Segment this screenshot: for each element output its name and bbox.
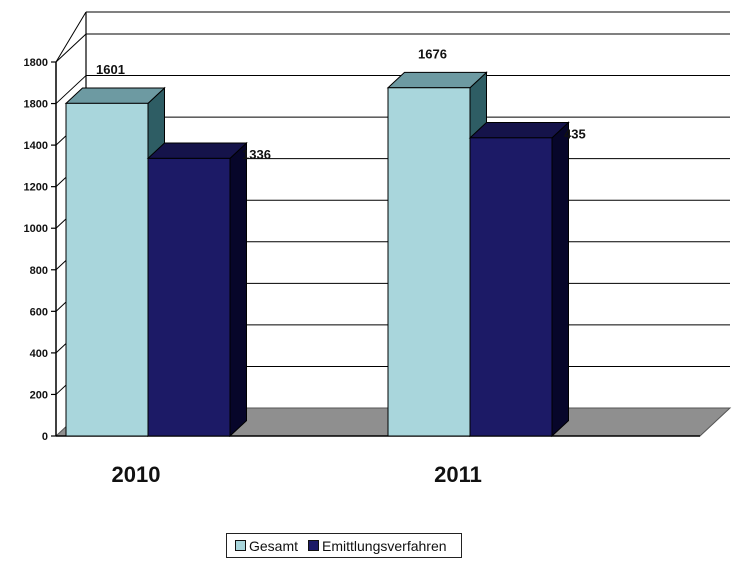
bar — [147, 157, 231, 437]
y-tick-label: 1000 — [24, 223, 48, 235]
legend-label-gesamt: Gesamt — [249, 537, 299, 554]
bar-side — [551, 121, 569, 438]
bar-top — [64, 87, 166, 104]
data-label: 1601 — [96, 62, 125, 77]
y-tick-label: 1800 — [24, 57, 48, 69]
bar — [65, 102, 149, 437]
y-tick-label: 600 — [30, 306, 48, 318]
x-tick-label: 2011 — [434, 462, 482, 487]
bar — [387, 87, 471, 437]
data-label: 1676 — [418, 46, 447, 61]
gridline-side — [55, 75, 87, 104]
side-wall-top-edge — [55, 11, 87, 63]
data-label: 1336 — [242, 147, 271, 162]
bar — [469, 137, 553, 437]
legend-swatch-emittlungsverfahren — [308, 540, 320, 551]
y-tick-label: 1800 — [24, 99, 48, 111]
legend-swatch-gesamt — [235, 540, 246, 551]
bar-side — [229, 141, 247, 438]
y-tick-label: 800 — [30, 265, 48, 277]
bar-top — [468, 121, 570, 139]
gridline-side — [55, 33, 87, 63]
y-tick-label: 400 — [30, 348, 48, 360]
y-tick-label: 1200 — [24, 182, 48, 194]
y-tick-label: 200 — [30, 389, 48, 401]
chart-legend: Gesamt Emittlungsverfahren — [226, 533, 462, 558]
legend-item-gesamt: Gesamt — [235, 538, 298, 554]
bar-top — [386, 71, 488, 89]
x-tick-label: 2010 — [112, 462, 161, 487]
y-tick-label: 0 — [42, 431, 48, 443]
y-tick-label: 1400 — [24, 140, 48, 152]
legend-label-emittlungsverfahren: Emittlungsverfahren — [322, 537, 447, 554]
legend-item-emittlungsverfahren: Emittlungsverfahren — [308, 538, 447, 554]
data-label: 435 — [564, 126, 586, 141]
bar-top — [146, 142, 248, 159]
